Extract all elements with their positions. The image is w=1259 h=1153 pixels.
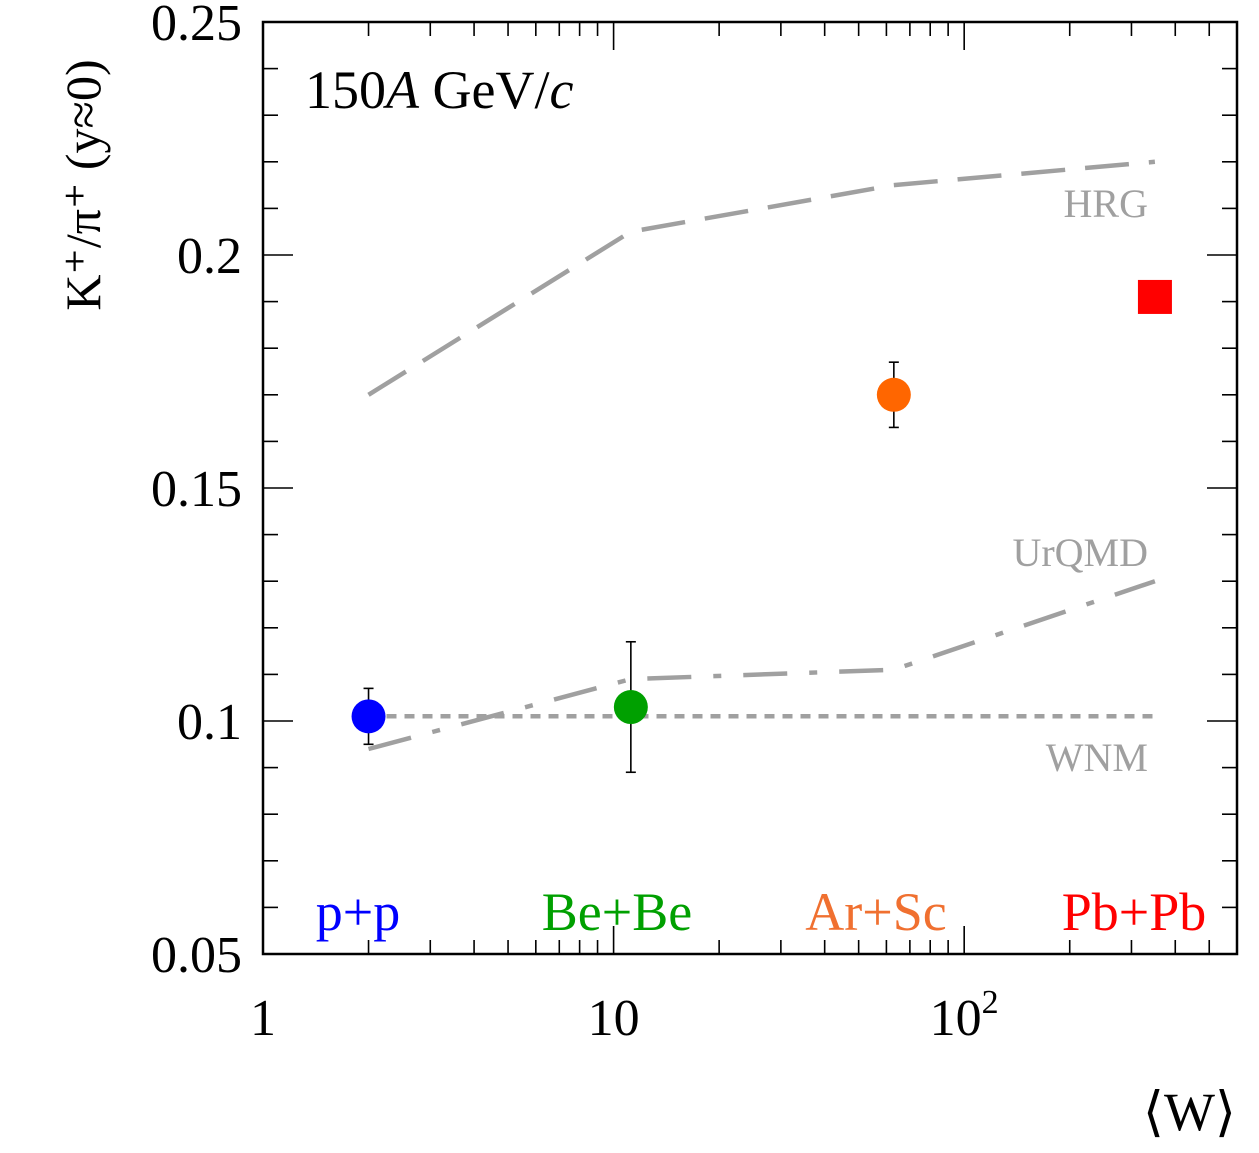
plot-frame: [261, 20, 1239, 956]
system-label-p-p: p+p: [316, 882, 400, 942]
system-label-ar-sc: Ar+Sc: [805, 882, 946, 942]
y-tick-label: 0.15: [151, 461, 242, 518]
chart-title: 150A GeV/c: [305, 60, 573, 120]
y-tick-labels: 0.05 0.1 0.15 0.2 0.25: [151, 0, 242, 984]
system-label-pb-pb: Pb+Pb: [1062, 882, 1207, 942]
x-tick-label: 102: [930, 984, 999, 1047]
model-label-urqmd: UrQMD: [1012, 530, 1148, 575]
data-point-ar-sc: [876, 377, 911, 412]
data-point-p-p: [351, 699, 386, 734]
y-tick-label: 0.2: [177, 228, 242, 285]
x-tick-labels: 1 10 102: [250, 984, 999, 1047]
x-axis-title: ⟨W⟩: [1143, 1082, 1236, 1142]
minor-ticks: [263, 22, 1238, 954]
model-label-hrg: HRG: [1064, 181, 1148, 226]
data-point-be-be: [613, 690, 648, 725]
x-tick-label: 10: [588, 990, 640, 1047]
data-point-pb-pb: [1137, 279, 1172, 314]
model-curves: [367, 159, 1156, 752]
y-tick-label: 0.25: [151, 0, 242, 52]
system-label-be-be: Be+Be: [542, 882, 692, 942]
model-label-wnm: WNM: [1046, 735, 1148, 780]
y-tick-label: 0.1: [177, 694, 242, 751]
model-labels: HRG UrQMD WNM: [1012, 181, 1148, 780]
y-tick-label: 0.05: [151, 927, 242, 984]
y-axis-title: K⁺/π⁺ (y≈0): [55, 59, 111, 310]
model-curve-hrg: [367, 159, 1156, 397]
x-tick-label: 1: [250, 990, 276, 1047]
data-points: [351, 279, 1172, 774]
system-labels: p+p Be+Be Ar+Sc Pb+Pb: [316, 882, 1207, 942]
